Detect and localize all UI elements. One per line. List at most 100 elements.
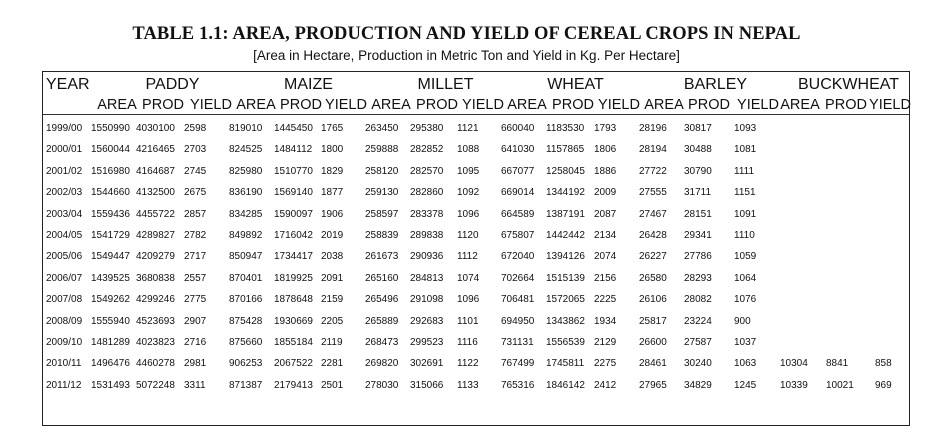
table-cell: 1559436 bbox=[91, 208, 130, 220]
table-cell: 819010 bbox=[229, 123, 263, 134]
table-cell: 4289827 bbox=[136, 230, 175, 241]
table-cell: 1829 bbox=[321, 165, 344, 177]
table-cell: 2067522 bbox=[274, 358, 313, 370]
table-cell: 4216465 bbox=[136, 144, 175, 156]
table-cell: 1481289 bbox=[91, 337, 130, 348]
table-cell: 1878648 bbox=[274, 294, 313, 306]
table-cell: 2156 bbox=[594, 272, 617, 284]
table-cell: 278030 bbox=[365, 379, 399, 391]
table-cell: 269820 bbox=[365, 358, 399, 370]
table-cell: 906253 bbox=[229, 358, 263, 370]
table-cell: 2225 bbox=[594, 294, 617, 306]
table-cell: 1496476 bbox=[91, 358, 130, 370]
table-cell: 1122 bbox=[457, 358, 479, 370]
table-cell: 694950 bbox=[501, 315, 535, 327]
table-cell: 299523 bbox=[410, 337, 444, 348]
table-cell: 259888 bbox=[365, 144, 399, 156]
table-cell: 30240 bbox=[684, 358, 712, 370]
table-cell: 4523693 bbox=[136, 315, 175, 327]
table-cell: 2087 bbox=[594, 208, 617, 220]
table-cell: 1556539 bbox=[546, 337, 585, 348]
table-cell: 1092 bbox=[457, 187, 480, 199]
table-cell: 731131 bbox=[501, 337, 534, 348]
table-cell: 258839 bbox=[365, 230, 399, 241]
table-cell: 660040 bbox=[501, 123, 535, 134]
table-cell: 1442442 bbox=[546, 230, 585, 241]
table-cell: 1560044 bbox=[91, 144, 130, 156]
subheader-cell: AREA bbox=[236, 97, 276, 113]
table-cell: 1093 bbox=[734, 123, 757, 134]
table-cell: 1059 bbox=[734, 251, 757, 263]
table-cell: 25817 bbox=[639, 315, 667, 327]
row-year-cell: 2006/07 bbox=[46, 272, 83, 284]
table-cell: 2675 bbox=[184, 187, 207, 199]
table-cell: 1549447 bbox=[91, 251, 130, 263]
subheader-cell: YIELD bbox=[462, 97, 504, 113]
table-cell: 2981 bbox=[184, 358, 207, 370]
subheader-cell: YIELD bbox=[325, 97, 367, 113]
table-cell: 870401 bbox=[229, 272, 263, 284]
table-cell: 4164687 bbox=[136, 165, 175, 177]
row-year-cell: 2005/06 bbox=[46, 251, 83, 263]
table-cell: 1745811 bbox=[546, 358, 585, 370]
subheader-cell: AREA bbox=[780, 97, 820, 113]
table-cell: 1572065 bbox=[546, 294, 585, 306]
table-cell: 1819925 bbox=[274, 272, 313, 284]
table-cell: 2074 bbox=[594, 251, 617, 263]
table-cell: 31711 bbox=[684, 187, 712, 199]
table-cell: 2716 bbox=[184, 337, 207, 348]
table-cell: 875428 bbox=[229, 315, 263, 327]
table-cell: 26600 bbox=[639, 337, 667, 348]
table-cell: 1806 bbox=[594, 144, 617, 156]
subheader-cell: YIELD bbox=[737, 97, 779, 113]
table-cell: 8841 bbox=[826, 358, 849, 370]
table-cell: 1516980 bbox=[91, 165, 130, 177]
subheader-cell: AREA bbox=[97, 97, 137, 113]
table-cell: 2501 bbox=[321, 379, 344, 391]
table-cell: 1183530 bbox=[546, 123, 585, 134]
table-cell: 1344192 bbox=[546, 187, 585, 199]
table-cell: 834285 bbox=[229, 208, 263, 220]
table-cell: 849892 bbox=[229, 230, 263, 241]
table-cell: 4030100 bbox=[136, 123, 175, 134]
table-cell: 825980 bbox=[229, 165, 263, 177]
table-cell: 1590097 bbox=[274, 208, 313, 220]
table-cell: 2745 bbox=[184, 165, 207, 177]
table-cell: 1886 bbox=[594, 165, 617, 177]
table-cell: 1793 bbox=[594, 123, 617, 134]
table-cell: 2717 bbox=[184, 251, 207, 263]
table-cell: 2857 bbox=[184, 208, 207, 220]
table-cell: 30488 bbox=[684, 144, 712, 156]
header-millet: MILLET bbox=[417, 76, 474, 93]
table-cell: 2598 bbox=[184, 123, 207, 134]
table-cell: 1934 bbox=[594, 315, 617, 327]
subheader-cell: PROD bbox=[280, 97, 322, 113]
table-cell: 2703 bbox=[184, 144, 207, 156]
table-cell: 1245 bbox=[734, 379, 757, 391]
table-cell: 2159 bbox=[321, 294, 344, 306]
header-buckwheat: BUCKWHEAT bbox=[797, 76, 900, 93]
table-cell: 2134 bbox=[594, 230, 617, 241]
table-cell: 1569140 bbox=[274, 187, 313, 199]
header-paddy: PADDY bbox=[145, 76, 200, 93]
table-cell: 5072248 bbox=[136, 379, 175, 391]
table-cell: 28461 bbox=[639, 358, 667, 370]
table-cell: 1555940 bbox=[91, 315, 130, 327]
table-cell: 1110 bbox=[734, 230, 755, 241]
table-cell: 4460278 bbox=[136, 358, 175, 370]
table-cell: 290936 bbox=[410, 251, 444, 263]
table-cell: 1096 bbox=[457, 294, 480, 306]
table-cell: 1111 bbox=[734, 165, 755, 177]
table-cell: 900 bbox=[734, 315, 751, 327]
subheader-cell: PROD bbox=[688, 97, 730, 113]
subheader-cell: PROD bbox=[416, 97, 458, 113]
table-cell: 1037 bbox=[734, 337, 757, 348]
table-cell: 1716042 bbox=[274, 230, 313, 241]
table-cell: 2179413 bbox=[274, 379, 313, 391]
table-cell: 2782 bbox=[184, 230, 207, 241]
table-cell: 4209279 bbox=[136, 251, 175, 263]
table-cell: 875660 bbox=[229, 337, 263, 348]
table-cell: 1064 bbox=[734, 272, 757, 284]
table-cell: 1116 bbox=[457, 337, 478, 348]
table-cell: 1091 bbox=[734, 208, 757, 220]
